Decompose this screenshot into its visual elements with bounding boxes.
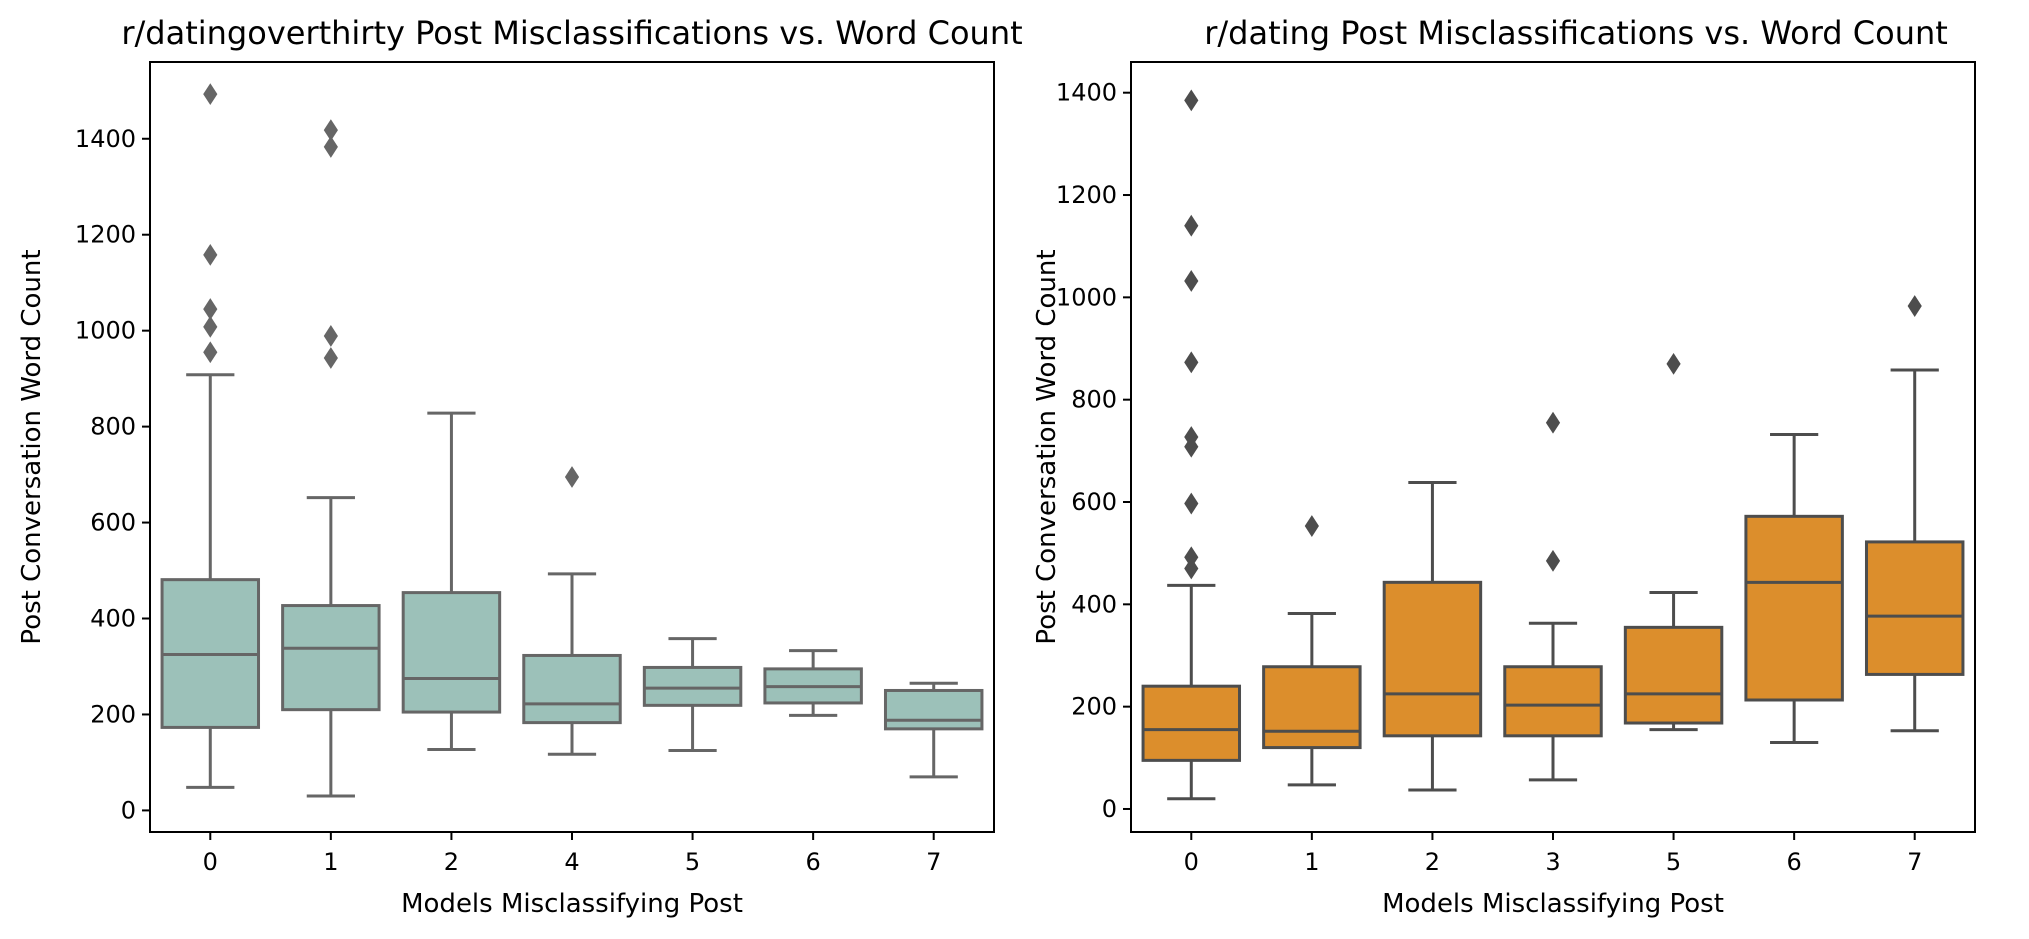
right-x-tick-label: 7 — [1907, 848, 1922, 876]
left-y-tick-label: 1000 — [75, 317, 136, 345]
left-outlier-point — [203, 243, 218, 266]
left-x-tick-label: 1 — [323, 848, 338, 876]
left-plot-area: 0 200 400 600 800 1000 1200 1400 0 1 2 4 5 6 7 — [75, 83, 984, 876]
right-chart: r/dating Post Misclassifications vs. Wor… — [1032, 14, 1976, 919]
left-box — [522, 653, 622, 725]
left-outlier-point — [323, 325, 338, 347]
left-plot-frame — [149, 61, 995, 833]
right-x-axis-label: Models Misclassifying Post — [1382, 889, 1724, 919]
left-box — [281, 604, 381, 712]
right-outlier-point — [1666, 352, 1681, 375]
right-outlier-point — [1184, 426, 1199, 448]
right-box — [1503, 665, 1603, 738]
right-x-tick-label: 6 — [1787, 848, 1802, 876]
right-plot-frame — [1130, 61, 1976, 833]
right-y-tick-label: 400 — [1071, 590, 1117, 618]
left-y-tick-label: 0 — [121, 796, 136, 824]
left-outlier-point — [323, 347, 338, 369]
right-x-tick-label: 5 — [1666, 848, 1681, 876]
right-box — [1864, 540, 1965, 676]
right-outlier-point — [1184, 89, 1199, 112]
left-outlier-point — [564, 466, 580, 488]
left-chart: r/datingoverthirty Post Misclassificatio… — [17, 14, 1023, 919]
right-y-tick-label: 1000 — [1056, 283, 1117, 311]
left-x-tick-label: 6 — [806, 848, 821, 876]
right-y-tick-label: 800 — [1071, 386, 1117, 414]
right-chart-title: r/dating Post Misclassifications vs. Wor… — [1204, 14, 1948, 52]
left-y-tick-label: 200 — [90, 700, 136, 728]
left-box — [642, 665, 743, 707]
left-outlier-point — [203, 315, 218, 338]
right-y-axis-label: Post Conversation Word Count — [1032, 249, 1062, 644]
right-y-tick-label: 200 — [1071, 693, 1117, 721]
right-outlier-point — [1184, 214, 1199, 237]
right-y-tick-label: 0 — [1102, 795, 1117, 823]
right-x-tick-label: 3 — [1545, 848, 1560, 876]
right-outlier-point — [1184, 492, 1199, 515]
left-y-tick-label: 400 — [90, 605, 136, 633]
left-outlier-point — [203, 298, 218, 320]
right-outlier-point — [1184, 351, 1199, 374]
left-outlier-point — [203, 83, 218, 106]
left-x-tick-label: 5 — [685, 848, 700, 876]
left-box — [401, 591, 502, 714]
right-outlier-point — [1545, 411, 1561, 434]
right-box — [1623, 625, 1724, 725]
left-x-tick-label: 2 — [444, 848, 459, 876]
right-y-tick-label: 1200 — [1056, 181, 1117, 209]
left-chart-title: r/datingoverthirty Post Misclassificatio… — [121, 14, 1022, 52]
left-box — [883, 688, 984, 731]
right-outlier-point — [1184, 546, 1199, 569]
right-outlier-point — [1907, 295, 1922, 317]
right-outlier-point — [1545, 549, 1561, 572]
left-y-axis-label: Post Conversation Word Count — [17, 249, 47, 644]
left-outlier-point — [323, 119, 338, 142]
right-outlier-point — [1304, 515, 1319, 537]
right-box — [1262, 665, 1362, 750]
right-box — [1382, 580, 1483, 738]
right-plot-area: 0 200 400 600 800 1000 1200 1400 0 1 2 3 5 6 7 — [1056, 79, 1965, 876]
left-x-axis-label: Models Misclassifying Post — [401, 889, 743, 919]
right-y-tick-label: 1400 — [1056, 79, 1117, 107]
right-outlier-point — [1184, 270, 1199, 292]
left-y-tick-label: 1400 — [75, 125, 136, 153]
right-x-tick-label: 2 — [1425, 848, 1440, 876]
left-outlier-point — [323, 135, 338, 158]
left-x-tick-label: 0 — [203, 848, 218, 876]
left-x-tick-label: 7 — [926, 848, 941, 876]
left-x-tick-label: 4 — [564, 848, 579, 876]
left-outlier-point — [203, 341, 218, 364]
left-y-tick-label: 800 — [90, 413, 136, 441]
right-box — [1744, 514, 1844, 702]
right-box — [1141, 684, 1242, 762]
right-x-tick-label: 0 — [1184, 848, 1199, 876]
right-outlier-point — [1184, 557, 1199, 580]
right-x-tick-label: 1 — [1304, 848, 1319, 876]
left-y-tick-label: 600 — [90, 509, 136, 537]
left-y-tick-label: 1200 — [75, 221, 136, 249]
right-y-tick-label: 600 — [1071, 488, 1117, 516]
